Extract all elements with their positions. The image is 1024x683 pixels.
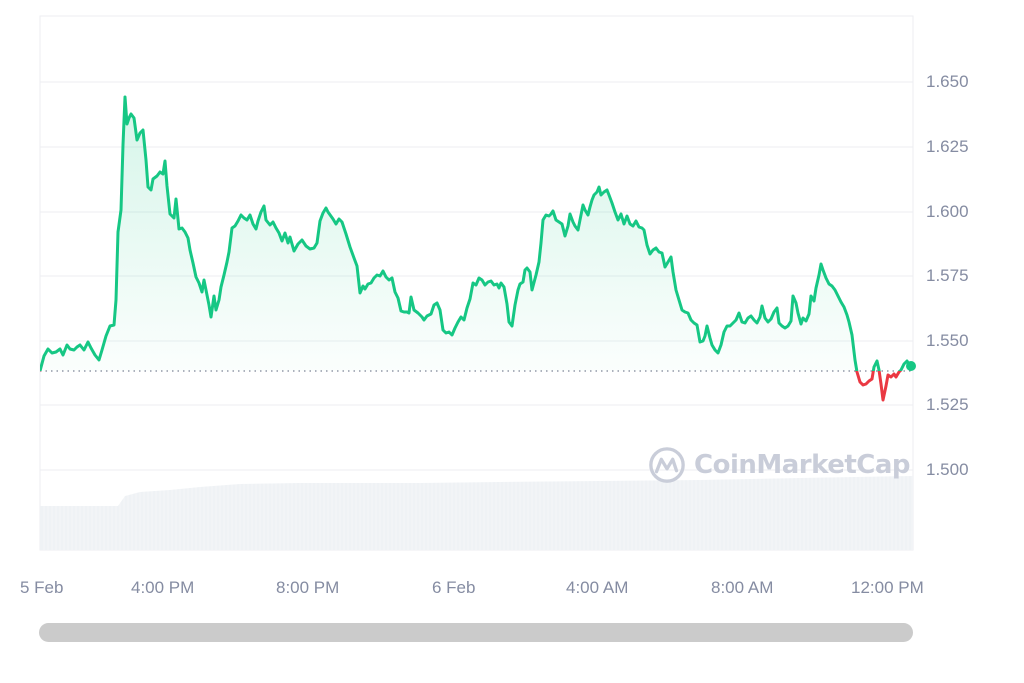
price-line-up: [40, 95, 912, 371]
y-tick-label: 1.525: [926, 395, 969, 414]
y-tick-label: 1.625: [926, 137, 969, 156]
y-tick-label: 1.650: [926, 72, 969, 91]
x-tick-label: 6 Feb: [432, 578, 476, 597]
y-tick-label: 1.500: [926, 460, 969, 479]
current-price-dot[interactable]: [906, 361, 916, 371]
x-tick-label: 4:00 AM: [566, 578, 629, 597]
x-tick-label: 4:00 PM: [131, 578, 195, 597]
price-area-fill: [40, 97, 911, 371]
x-tick-label: 12:00 PM: [851, 578, 924, 597]
x-tick-label: 8:00 PM: [276, 578, 340, 597]
y-tick-label: 1.600: [926, 202, 969, 221]
coinmarketcap-logo-icon: [649, 447, 685, 483]
y-tick-label: 1.575: [926, 266, 969, 285]
watermark-text: CoinMarketCap: [694, 450, 911, 480]
coinmarketcap-watermark: CoinMarketCap: [648, 446, 911, 484]
x-tick-label: 5 Feb: [20, 578, 64, 597]
time-range-scrollbar[interactable]: [39, 623, 913, 642]
y-tick-label: 1.550: [926, 331, 969, 350]
volume-bars: [40, 476, 913, 550]
volume-bar-separators: [43, 476, 913, 550]
x-tick-label: 8:00 AM: [711, 578, 774, 597]
